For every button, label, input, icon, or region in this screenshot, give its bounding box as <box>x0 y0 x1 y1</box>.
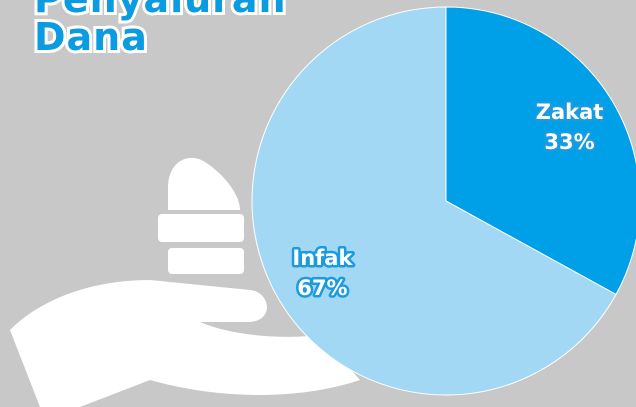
pie-slice <box>251 6 617 396</box>
hand-icon <box>10 157 360 407</box>
chart-title: Penyaluran Dana <box>31 0 289 59</box>
slice-value-label: 67% <box>297 276 347 300</box>
slice-value-label: 33% <box>544 130 594 154</box>
pie-slice <box>445 6 636 296</box>
slice-label: Zakat <box>536 100 604 124</box>
pie <box>251 6 636 396</box>
slice-label: Infak <box>292 246 353 270</box>
